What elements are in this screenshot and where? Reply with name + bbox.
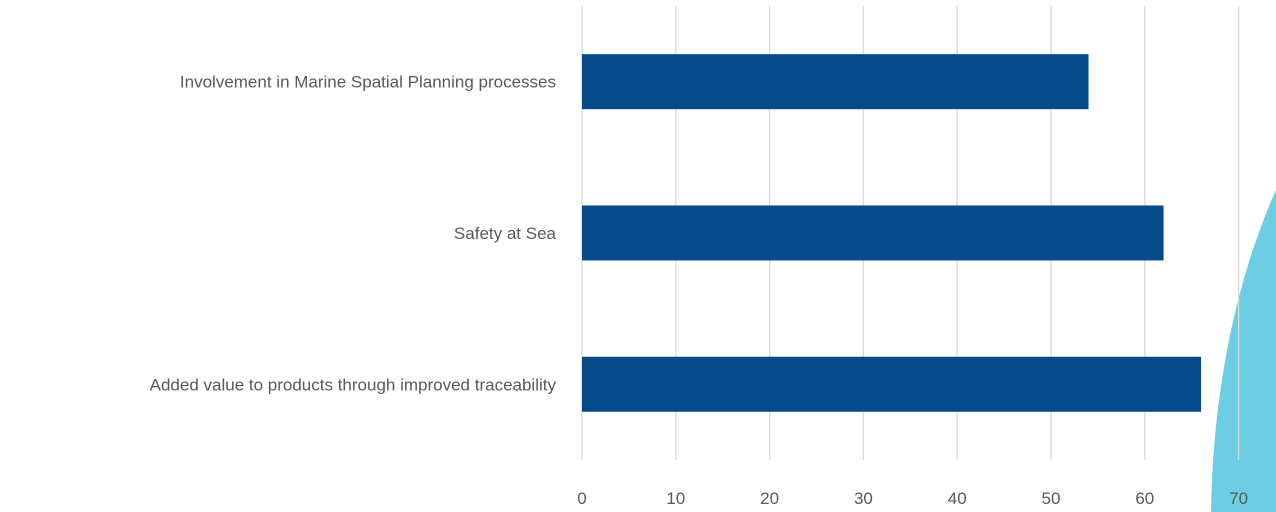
bar <box>582 356 1202 412</box>
x-tick-label: 40 <box>948 489 967 508</box>
x-tick-label: 60 <box>1135 489 1154 508</box>
x-tick-label: 10 <box>666 489 685 508</box>
x-tick-label: 0 <box>577 489 586 508</box>
category-label: Involvement in Marine Spatial Planning p… <box>180 73 556 92</box>
x-axis-tick-labels: 0 10 20 30 40 50 60 70 <box>577 489 1248 508</box>
x-tick-label: 20 <box>760 489 779 508</box>
category-labels: Involvement in Marine Spatial Planning p… <box>150 73 557 395</box>
decorative-wave-shape <box>1211 190 1276 512</box>
bars <box>582 54 1202 412</box>
category-label: Added value to products through improved… <box>150 375 557 394</box>
x-tick-label: 50 <box>1042 489 1061 508</box>
category-label: Safety at Sea <box>454 224 557 243</box>
bar <box>582 205 1164 261</box>
bar <box>582 54 1089 110</box>
x-tick-label: 30 <box>854 489 873 508</box>
x-tick-label: 70 <box>1229 489 1248 508</box>
